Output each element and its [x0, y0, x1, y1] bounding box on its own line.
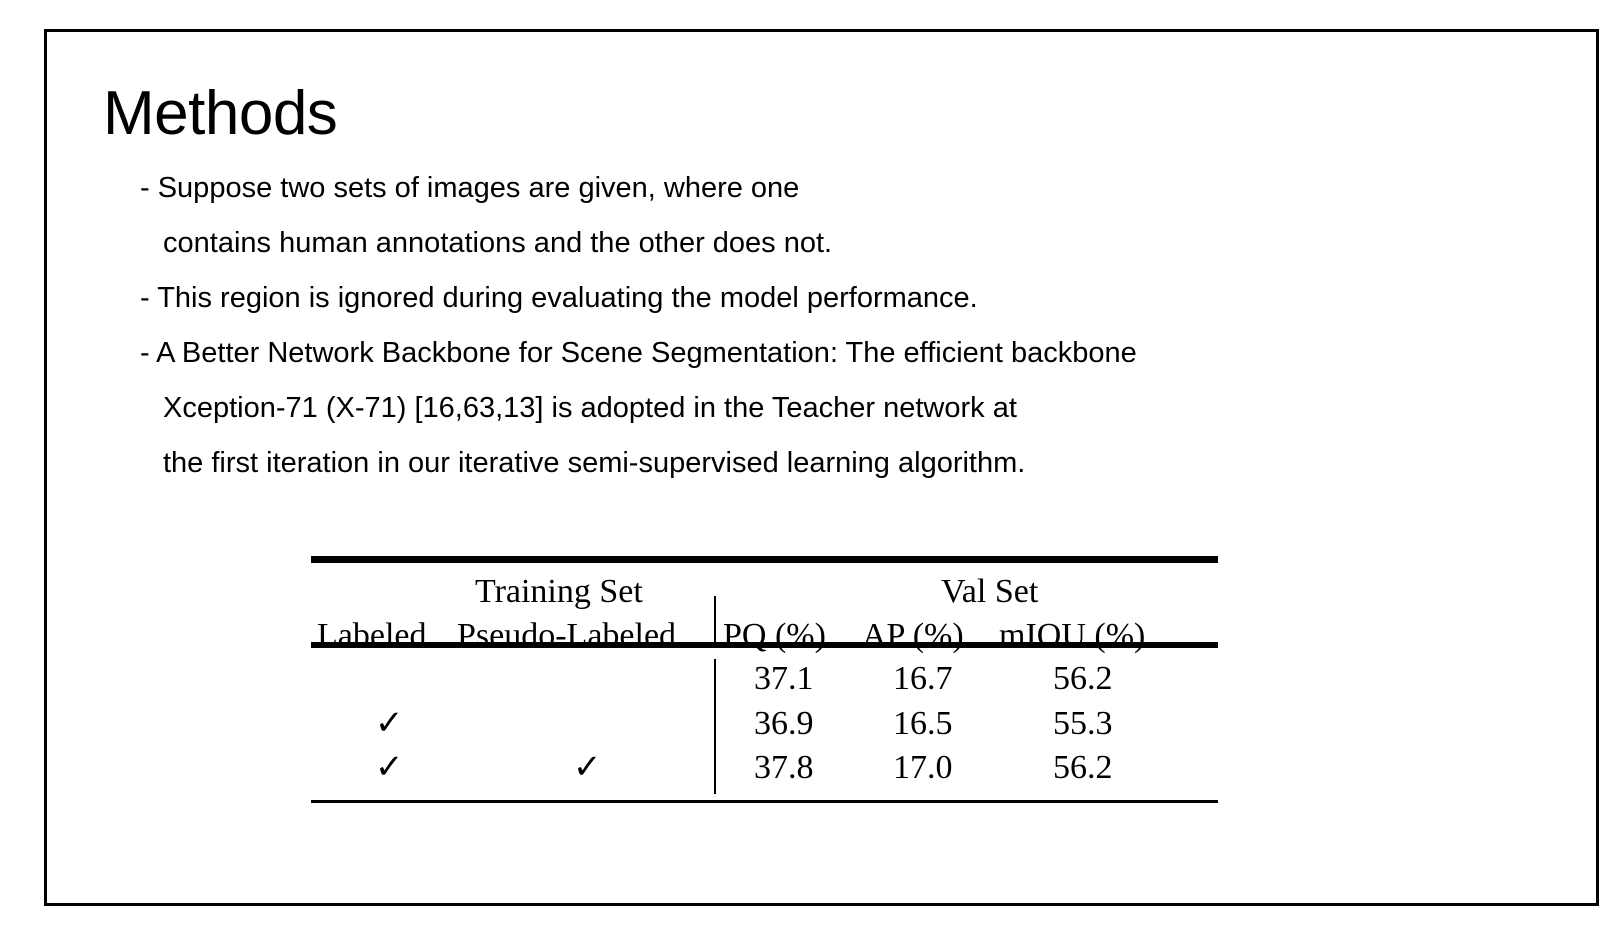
slide-title: Methods	[103, 79, 338, 148]
header-training-set: Training Set	[475, 573, 643, 610]
row-1-miou: 56.2	[1053, 660, 1113, 697]
row-2-pq: 36.9	[754, 705, 814, 742]
results-table: Training Set Val Set Labeled Pseudo-Labe…	[311, 526, 1218, 840]
row-3-ap: 17.0	[893, 749, 953, 786]
row-2-miou: 55.3	[1053, 705, 1113, 742]
row-3-pseudo-labeled: ✓	[573, 749, 602, 786]
header-val-set: Val Set	[941, 573, 1039, 610]
bullet-line-5: Xception-71 (X-71) [16,63,13] is adopted…	[163, 392, 1017, 424]
bullet-line-4: - A Better Network Backbone for Scene Se…	[140, 337, 1137, 369]
body-column-divider	[714, 659, 716, 794]
column-header-pq: PQ (%)	[723, 617, 826, 654]
column-header-labeled: Labeled	[317, 617, 427, 654]
column-header-pseudo-labeled: Pseudo-Labeled	[457, 617, 677, 654]
bullet-line-6: the first iteration in our iterative sem…	[163, 447, 1026, 479]
row-3-labeled: ✓	[375, 749, 404, 786]
row-1-pq: 37.1	[754, 660, 814, 697]
table-bottom-rule	[311, 800, 1218, 803]
column-header-ap: AP (%)	[862, 617, 964, 654]
row-3-pq: 37.8	[754, 749, 814, 786]
header-column-divider	[714, 596, 716, 642]
row-1-ap: 16.7	[893, 660, 953, 697]
bullet-line-1: - Suppose two sets of images are given, …	[140, 172, 800, 204]
row-3-miou: 56.2	[1053, 749, 1113, 786]
bullet-line-3: - This region is ignored during evaluati…	[140, 282, 978, 314]
row-2-labeled: ✓	[375, 705, 404, 742]
column-header-miou: mIOU (%)	[999, 617, 1146, 654]
bullet-line-2: contains human annotations and the other…	[163, 227, 833, 259]
row-2-ap: 16.5	[893, 705, 953, 742]
table-top-rule	[311, 556, 1218, 563]
slide-frame: Methods	[44, 29, 1599, 906]
table-mid-rule	[311, 642, 1218, 648]
